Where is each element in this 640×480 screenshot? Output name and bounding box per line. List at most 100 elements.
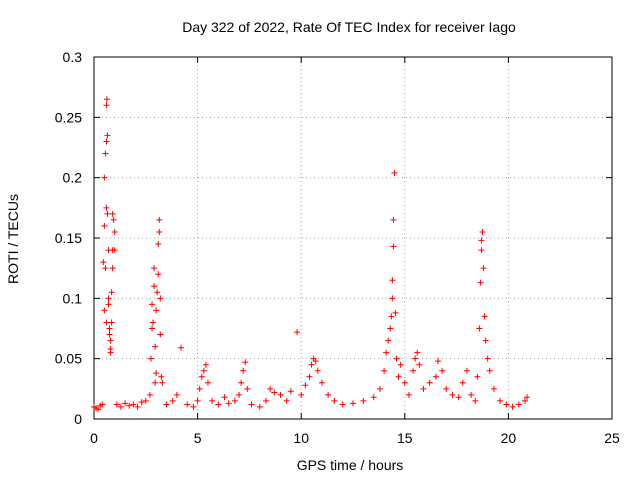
x-tick-label: 20 (501, 430, 517, 446)
data-point (302, 382, 309, 389)
data-point (106, 325, 113, 332)
data-point (149, 325, 156, 332)
data-point (481, 313, 488, 320)
data-point (126, 402, 133, 409)
x-tick-label: 0 (90, 430, 98, 446)
data-point (107, 337, 114, 344)
data-point (146, 391, 153, 398)
data-point (149, 301, 156, 308)
data-point (109, 265, 116, 272)
data-point (198, 373, 205, 380)
data-point (383, 349, 390, 356)
data-point (221, 394, 228, 401)
data-point (376, 385, 383, 392)
data-point (262, 397, 269, 404)
data-point (101, 174, 108, 181)
data-point (204, 379, 211, 386)
data-point (156, 216, 163, 223)
data-point (294, 329, 301, 336)
data-point (477, 279, 484, 286)
data-point (443, 385, 450, 392)
data-point (99, 401, 106, 408)
data-point (370, 394, 377, 401)
data-point (420, 385, 427, 392)
data-point (122, 400, 129, 407)
data-point (439, 367, 446, 374)
data-point (151, 265, 158, 272)
data-point (113, 401, 120, 408)
x-tick-label: 15 (397, 430, 413, 446)
data-point (156, 228, 163, 235)
data-point (325, 391, 332, 398)
data-point (387, 325, 394, 332)
data-point (318, 379, 325, 386)
data-point (395, 373, 402, 380)
data-point (101, 307, 108, 314)
data-point (173, 391, 180, 398)
data-point (134, 403, 141, 410)
data-point (194, 397, 201, 404)
data-point (521, 397, 528, 404)
data-point (106, 331, 113, 338)
data-point (215, 401, 222, 408)
y-tick-label: 0 (74, 411, 82, 427)
data-point (449, 391, 456, 398)
axis-ticks: 0 5 10 15 20 25 0 0.05 0.1 0.15 0.2 0.25 0.3 (55, 49, 620, 446)
data-point (248, 401, 255, 408)
data-point (350, 400, 356, 407)
data-point (231, 397, 238, 404)
data-point (515, 401, 522, 408)
data-point (109, 210, 116, 217)
data-point (397, 361, 404, 368)
data-point (240, 367, 247, 374)
y-tick-label: 0.1 (63, 290, 83, 306)
data-point (331, 397, 338, 404)
data-point (130, 401, 137, 408)
data-point (107, 349, 114, 356)
data-point (486, 367, 493, 374)
data-point (151, 283, 158, 290)
data-point (238, 379, 245, 386)
data-point (105, 301, 112, 308)
data-point (389, 277, 396, 284)
data-point (184, 401, 191, 408)
data-point (490, 385, 497, 392)
data-point (474, 373, 481, 380)
data-point (405, 391, 412, 398)
x-tick-label: 25 (604, 430, 620, 446)
data-point (287, 388, 294, 395)
data-point (103, 96, 110, 103)
data-point (314, 367, 321, 374)
data-point (150, 319, 157, 326)
data-point (104, 210, 111, 217)
data-point (157, 295, 164, 302)
data-point (390, 243, 397, 250)
data-point (478, 247, 485, 254)
data-point (339, 401, 346, 408)
data-point (509, 403, 516, 410)
data-point (388, 313, 395, 320)
data-point (225, 400, 232, 407)
data-point (389, 295, 396, 302)
data-point (381, 367, 388, 374)
data-point (244, 385, 251, 392)
data-point (101, 222, 108, 229)
data-point (108, 319, 115, 326)
data-point (190, 403, 197, 410)
y-tick-label: 0.25 (55, 109, 82, 125)
data-point (153, 307, 160, 314)
data-point (412, 355, 419, 362)
data-point (158, 373, 165, 380)
data-point (169, 397, 176, 404)
data-point (108, 289, 115, 296)
data-point (200, 367, 207, 374)
y-tick-label: 0.05 (55, 351, 82, 367)
data-point (271, 389, 278, 396)
data-point (410, 367, 417, 374)
data-point (392, 309, 399, 316)
data-point (153, 370, 160, 377)
data-point (155, 241, 162, 248)
grid-lines (94, 57, 612, 419)
data-point (110, 216, 117, 223)
